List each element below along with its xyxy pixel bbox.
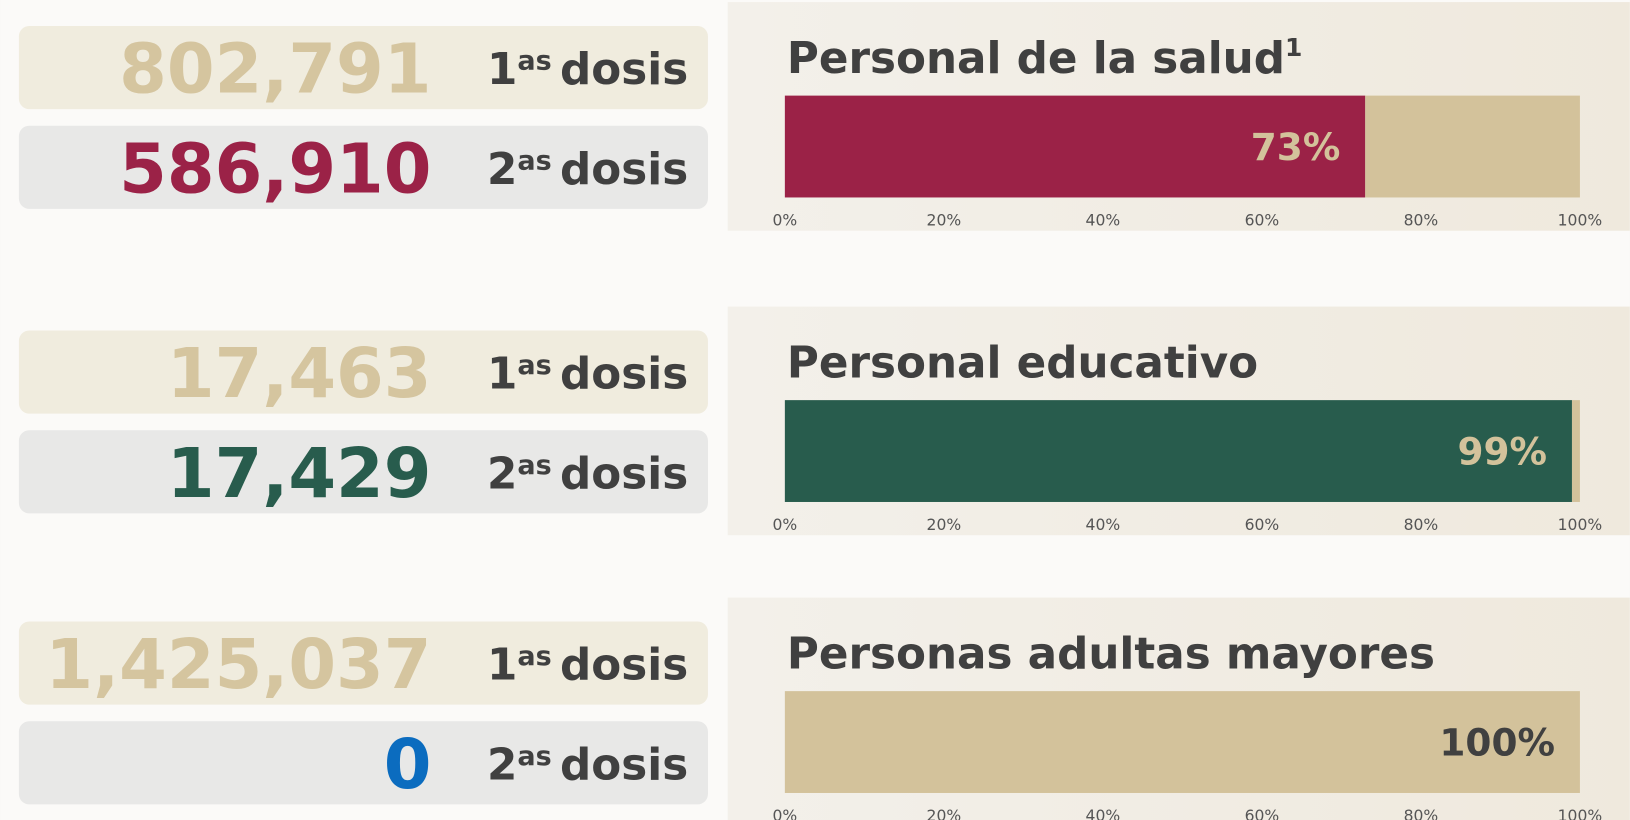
x-tick-label: 80% xyxy=(1404,212,1439,230)
dose-box xyxy=(18,125,708,209)
value-label: 99% xyxy=(1457,430,1547,474)
dose-ordinal: 2 xyxy=(487,448,517,499)
x-tick-label: 60% xyxy=(1245,807,1280,820)
dose-suffix: as xyxy=(517,46,551,77)
chart-title: Personas adultas mayores xyxy=(787,628,1435,679)
x-tick-label: 100% xyxy=(1558,212,1603,230)
bar-segment xyxy=(784,95,1366,198)
dose-suffix: as xyxy=(517,350,551,381)
x-tick-label: 60% xyxy=(1245,212,1280,230)
dose-label: 2as dosis xyxy=(487,739,688,790)
dose-word: dosis xyxy=(560,640,688,691)
dose-box xyxy=(18,25,708,110)
value-label: 100% xyxy=(1439,721,1555,765)
x-tick-label: 20% xyxy=(927,807,962,820)
chart-title-text: Personas adultas mayores xyxy=(787,628,1435,679)
dose-ordinal: 1 xyxy=(487,44,517,95)
x-tick-label: 0% xyxy=(773,212,798,230)
dose-count: 586,910 xyxy=(119,129,431,209)
x-tick-label: 80% xyxy=(1404,807,1439,820)
x-tick-label: 100% xyxy=(1558,807,1603,820)
dose-count: 17,463 xyxy=(167,334,432,414)
dose-box xyxy=(18,430,708,514)
chart-title-text: Personal educativo xyxy=(787,337,1258,388)
dose-word: dosis xyxy=(560,349,688,400)
dose-box xyxy=(18,330,708,414)
chart-title-text: Personal de la salud xyxy=(787,33,1285,84)
x-tick-label: 20% xyxy=(927,516,962,534)
x-tick-label: 80% xyxy=(1404,516,1439,534)
bar-segment xyxy=(784,400,1572,502)
dose-box xyxy=(18,621,708,705)
dose-count: 802,791 xyxy=(119,29,431,109)
dose-suffix: as xyxy=(517,741,551,772)
bar-segment xyxy=(784,691,1580,793)
x-tick-label: 100% xyxy=(1558,516,1603,534)
dose-label: 2as dosis xyxy=(487,144,688,195)
dose-suffix: as xyxy=(517,641,551,672)
dose-label: 1as dosis xyxy=(487,640,688,691)
x-tick-label: 40% xyxy=(1086,516,1121,534)
dose-label: 2as dosis xyxy=(487,448,688,499)
dose-word: dosis xyxy=(560,44,688,95)
dose-ordinal: 2 xyxy=(487,144,517,195)
chart-title: Personal de la salud1 xyxy=(787,33,1302,84)
bar-segment xyxy=(1365,95,1580,198)
x-tick-label: 40% xyxy=(1086,212,1121,230)
dose-count: 17,429 xyxy=(167,434,432,514)
x-tick-label: 60% xyxy=(1245,516,1280,534)
dose-suffix: as xyxy=(517,450,551,481)
bar-segment xyxy=(1571,400,1580,502)
value-label: 73% xyxy=(1251,125,1341,169)
dose-label: 1as dosis xyxy=(487,44,688,95)
dose-box xyxy=(18,721,708,805)
dose-count: 1,425,037 xyxy=(45,625,431,705)
dose-word: dosis xyxy=(560,448,688,499)
dose-suffix: as xyxy=(517,145,551,176)
x-tick-label: 40% xyxy=(1086,807,1121,820)
x-tick-label: 0% xyxy=(773,807,798,820)
chart-title-note: 1 xyxy=(1285,33,1302,62)
chart-title: Personal educativo xyxy=(787,337,1258,388)
dose-word: dosis xyxy=(560,739,688,790)
dose-ordinal: 2 xyxy=(487,739,517,790)
x-tick-label: 0% xyxy=(773,516,798,534)
dose-ordinal: 1 xyxy=(487,349,517,400)
x-tick-label: 20% xyxy=(927,212,962,230)
dose-count: 0 xyxy=(384,725,432,805)
dose-label: 1as dosis xyxy=(487,349,688,400)
dose-ordinal: 1 xyxy=(487,640,517,691)
dose-word: dosis xyxy=(560,144,688,195)
